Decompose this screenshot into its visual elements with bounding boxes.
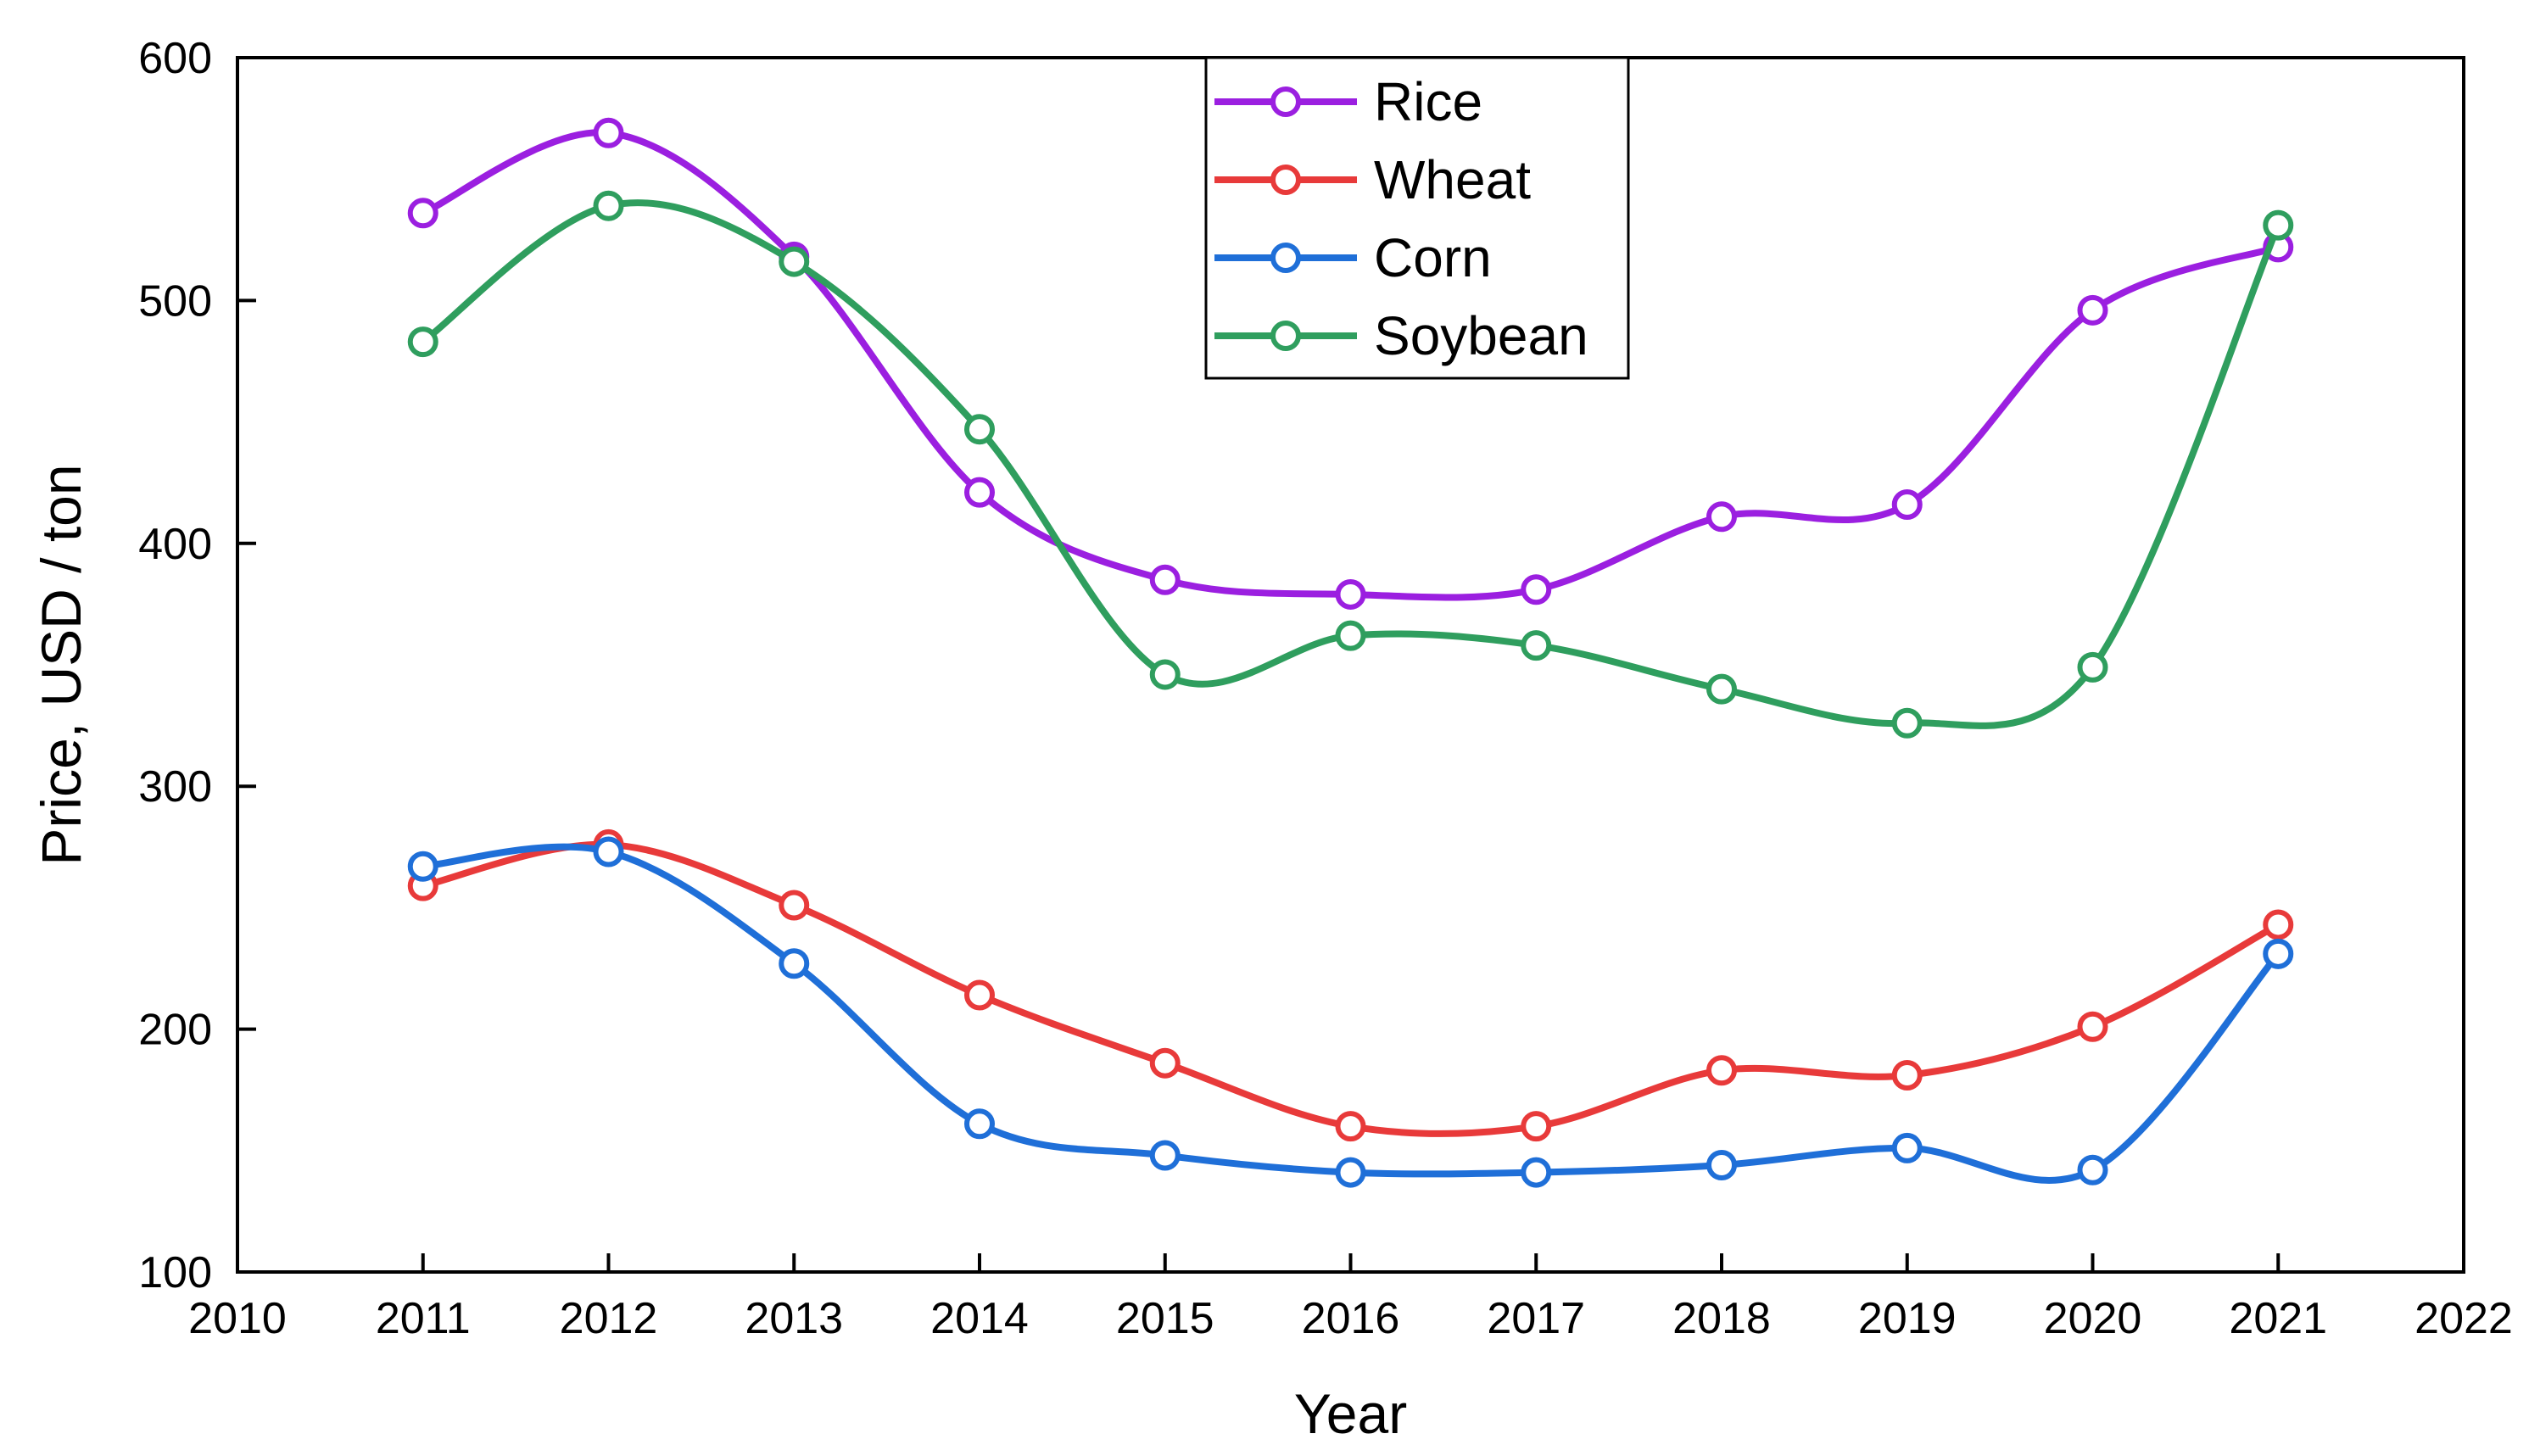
series-soybean: [407, 190, 2294, 739]
legend-item-corn: Corn: [1214, 227, 1492, 288]
data-point-soybean: [2077, 651, 2108, 683]
x-tick-label: 2022: [2415, 1294, 2513, 1343]
y-tick-label: 600: [138, 34, 212, 83]
y-tick-label: 100: [138, 1248, 212, 1297]
legend-item-rice: Rice: [1214, 71, 1482, 132]
legend-item-wheat: Wheat: [1214, 149, 1531, 210]
data-point-corn: [1335, 1157, 1366, 1188]
data-point-corn: [593, 836, 624, 867]
x-tick-label: 2017: [1487, 1294, 1585, 1343]
data-point-corn: [1706, 1149, 1737, 1180]
data-point-rice: [593, 117, 624, 148]
axis-layer: 2010 2011 2012 2013 2014 2015 2016 2017 2018 2019…: [138, 34, 2513, 1343]
data-point-corn: [2263, 938, 2294, 969]
series-layer: [407, 117, 2294, 1188]
x-tick-label: 2020: [2044, 1294, 2142, 1343]
data-point-soybean: [779, 246, 810, 277]
y-tick-label: 200: [138, 1006, 212, 1055]
data-point-soybean: [1149, 659, 1181, 690]
data-point-corn: [2077, 1154, 2108, 1185]
data-point-rice: [1521, 574, 1552, 605]
data-point-rice: [1335, 578, 1366, 610]
data-point-soybean: [964, 414, 995, 445]
legend-label: Soybean: [1374, 305, 1588, 366]
data-point-corn: [1521, 1157, 1552, 1188]
series-corn: [407, 836, 2294, 1188]
data-point-corn: [1149, 1140, 1181, 1171]
data-point-rice: [964, 477, 995, 508]
data-point-rice: [2077, 294, 2108, 326]
data-point-wheat: [1521, 1111, 1552, 1142]
y-tick-label: 400: [138, 520, 212, 569]
x-axis-label: Year: [1294, 1382, 1407, 1445]
data-point-wheat: [964, 979, 995, 1011]
data-point-wheat: [779, 890, 810, 921]
y-axis-label: Price, USD / ton: [30, 464, 92, 865]
legend-label: Wheat: [1374, 149, 1531, 210]
legend-swatch-marker: [1270, 165, 1301, 195]
x-tick-label: 2015: [1116, 1294, 1214, 1343]
data-point-soybean: [593, 190, 624, 221]
data-point-soybean: [1335, 620, 1366, 651]
x-tick-label: 2021: [2229, 1294, 2327, 1343]
legend-swatch-marker: [1270, 86, 1301, 117]
x-tick-label: 2012: [560, 1294, 658, 1343]
data-point-wheat: [2263, 909, 2294, 940]
legend-item-soybean: Soybean: [1214, 305, 1588, 366]
data-point-wheat: [2077, 1011, 2108, 1042]
x-tick-label: 2019: [1858, 1294, 1957, 1343]
legend-swatch-marker: [1270, 321, 1301, 351]
x-tick-label: 2016: [1302, 1294, 1400, 1343]
data-point-corn: [779, 948, 810, 979]
data-point-corn: [1891, 1132, 1923, 1163]
data-point-corn: [964, 1108, 995, 1140]
y-tick-label: 300: [138, 762, 212, 812]
data-point-soybean: [2263, 209, 2294, 241]
x-tick-label: 2018: [1672, 1294, 1771, 1343]
data-point-soybean: [1891, 707, 1923, 739]
data-point-wheat: [1891, 1060, 1923, 1091]
data-point-wheat: [1706, 1055, 1737, 1086]
data-point-rice: [1891, 488, 1923, 520]
x-tick-label: 2014: [930, 1294, 1029, 1343]
legend-label: Rice: [1374, 71, 1482, 132]
legend: Rice Wheat Corn Soybean: [1204, 56, 1630, 380]
data-point-corn: [407, 851, 438, 882]
data-point-wheat: [1149, 1047, 1181, 1079]
data-point-rice: [1706, 501, 1737, 533]
x-tick-label: 2013: [745, 1294, 843, 1343]
x-tick-label: 2010: [188, 1294, 287, 1343]
data-point-rice: [407, 198, 438, 229]
data-point-rice: [1149, 564, 1181, 595]
data-point-soybean: [407, 326, 438, 358]
x-tick-label: 2011: [376, 1294, 471, 1343]
data-point-wheat: [1335, 1111, 1366, 1142]
y-tick-label: 500: [138, 276, 212, 326]
data-point-soybean: [1521, 630, 1552, 661]
legend-swatch-marker: [1270, 243, 1301, 273]
legend-label: Corn: [1374, 227, 1492, 288]
data-point-soybean: [1706, 673, 1737, 705]
